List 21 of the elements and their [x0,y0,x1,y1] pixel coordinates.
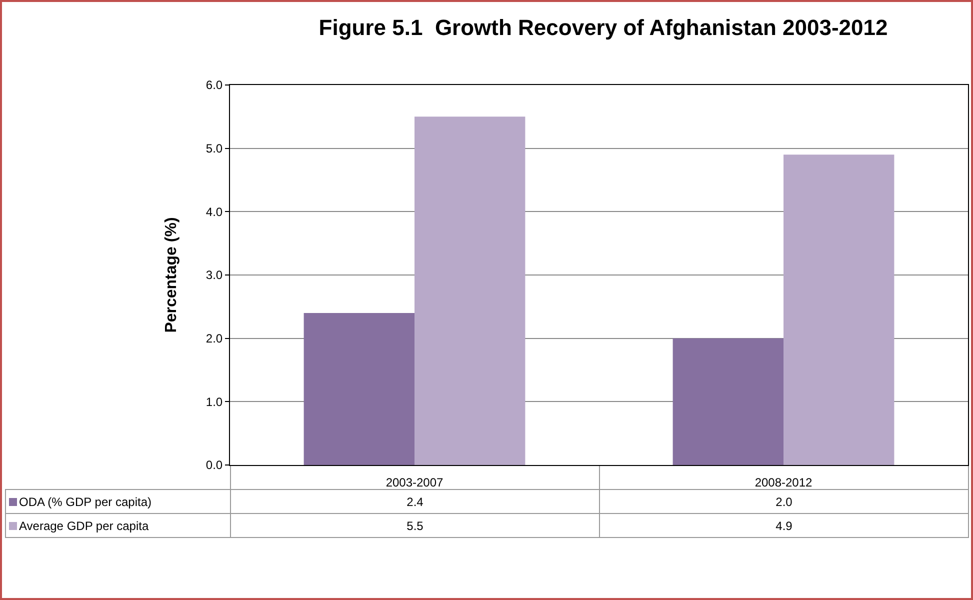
bar [304,313,414,465]
legend-label: ODA (% GDP per capita) [6,490,230,514]
y-tick-label: 6.0 [206,78,223,92]
y-tick-label: 1.0 [206,394,223,409]
x-tick-label: 2003-2007 [386,475,444,490]
y-axis-title: Percentage (%) [162,217,180,333]
legend-label: Average GDP per capita [6,514,230,538]
chart-title: Figure 5.1 Growth Recovery of Afghanistan 2003-2012 [318,15,888,40]
y-tick-label: 3.0 [206,268,223,282]
y-tick-label: 4.0 [206,204,223,219]
data-label: 5.5 [230,514,600,538]
bar [672,338,784,465]
data-label: 2.0 [600,490,968,514]
y-tick-label: 5.0 [206,142,223,156]
bar [414,116,526,465]
x-tick-label: 2008-2012 [754,475,813,490]
data-label: 4.9 [600,514,968,538]
bar [784,154,894,465]
data-label: 2.4 [230,490,600,514]
y-tick-label: 2.0 [206,332,223,346]
y-tick-label: 0.0 [206,458,223,472]
